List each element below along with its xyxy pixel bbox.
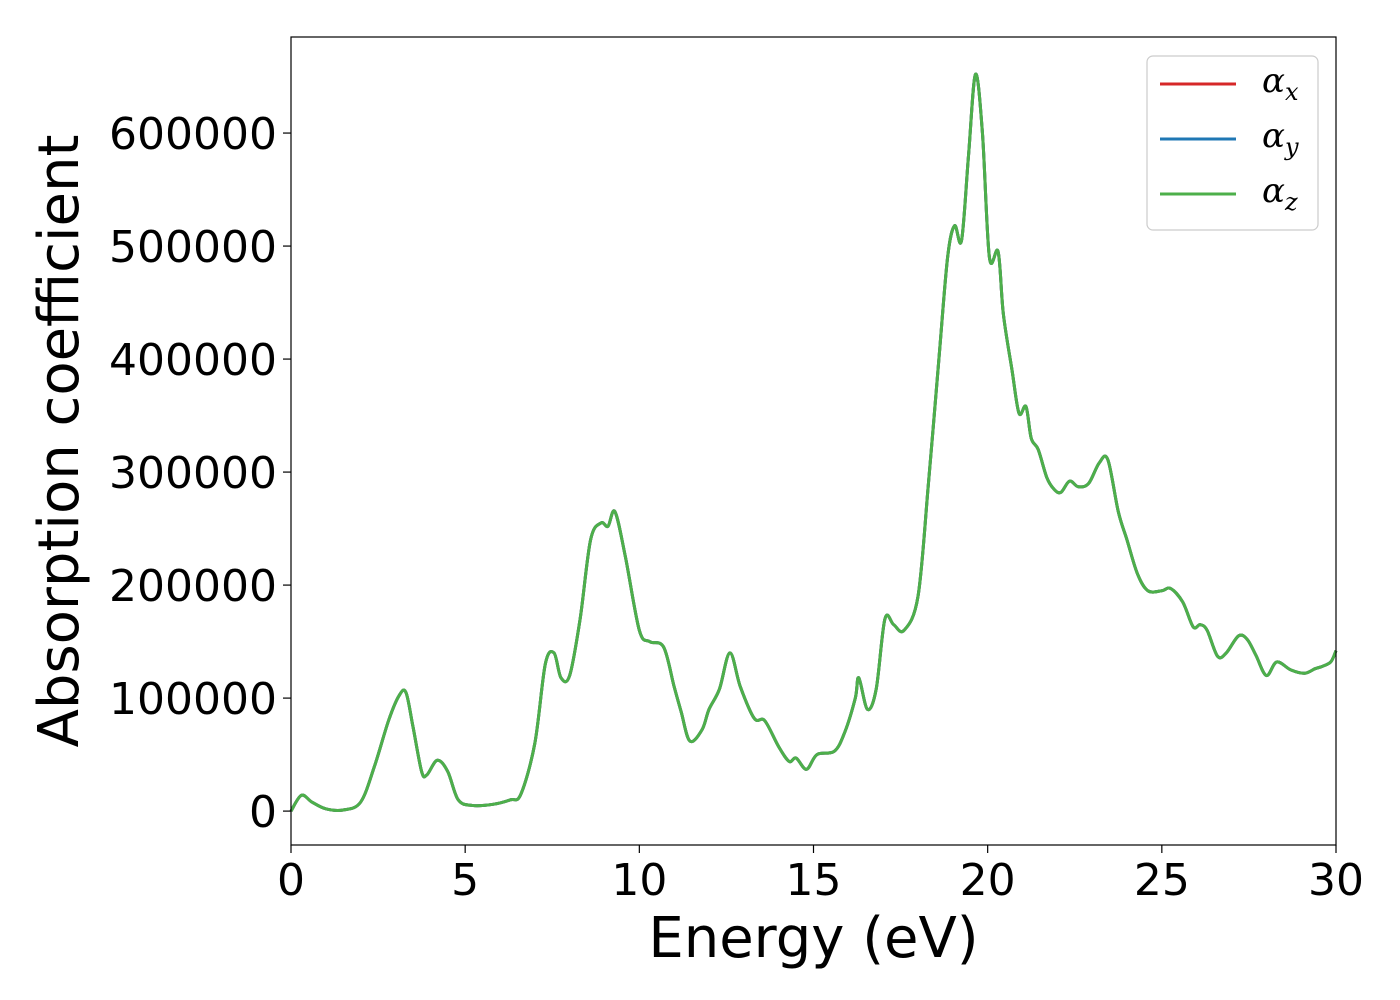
y-tick-label: 200000 (109, 561, 277, 612)
x-tick-label: 30 (1308, 855, 1364, 906)
y-tick-label: 400000 (109, 335, 277, 386)
y-axis-ticks: 0 100000 200000 300000 400000 500000 600000 (109, 109, 291, 838)
legend-label-z: αz (1262, 171, 1298, 216)
series-line-z (289, 72, 1338, 812)
x-tick-label: 20 (960, 855, 1016, 906)
x-tick-label: 5 (451, 855, 479, 906)
x-axis-label: Energy (eV) (648, 906, 978, 971)
legend-label-y: αy (1262, 116, 1299, 161)
x-tick-label: 10 (611, 855, 667, 906)
x-tick-label: 0 (277, 855, 305, 906)
y-tick-label: 100000 (109, 674, 277, 725)
x-tick-label: 25 (1134, 855, 1190, 906)
y-tick-label: 600000 (109, 109, 277, 160)
y-tick-label: 500000 (109, 222, 277, 273)
legend-label-x: αx (1262, 61, 1299, 106)
x-axis-ticks: 0 5 10 15 20 25 30 (277, 845, 1364, 906)
x-tick-label: 15 (786, 855, 842, 906)
legend-box (1146, 55, 1319, 231)
y-tick-label: 0 (249, 787, 277, 838)
y-axis-label: Absorption coefficient (27, 135, 92, 748)
legend: αx αy αz (1146, 55, 1319, 231)
y-tick-label: 300000 (109, 448, 277, 499)
series-layer (289, 72, 1338, 812)
